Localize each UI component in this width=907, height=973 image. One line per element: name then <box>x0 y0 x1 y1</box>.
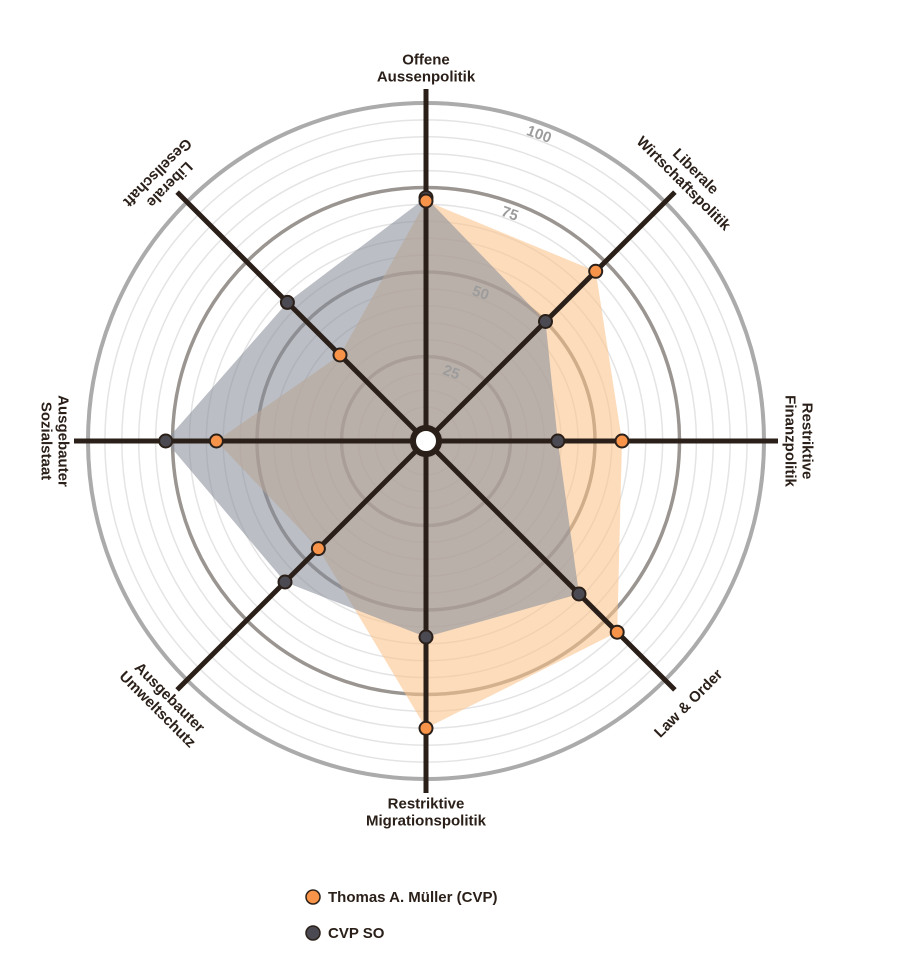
axis-line <box>175 190 428 443</box>
data-point-mueller <box>614 433 630 449</box>
data-point-cvp-so <box>158 433 174 449</box>
center-marker <box>410 425 442 457</box>
tick-label: 50 <box>470 282 491 304</box>
tick-label: 25 <box>441 362 462 384</box>
axis-line <box>175 439 428 692</box>
legend-marker <box>305 925 321 941</box>
data-point-mueller <box>418 720 434 736</box>
axis-line <box>424 439 677 692</box>
axis-label: Restriktive <box>799 403 816 480</box>
data-point-mueller <box>588 263 604 279</box>
data-point-mueller <box>418 193 434 209</box>
data-point-mueller <box>332 347 348 363</box>
data-point-cvp-so <box>538 314 553 329</box>
data-point-cvp-so <box>277 574 293 590</box>
data-point-mueller <box>208 433 224 449</box>
data-point-cvp-so <box>279 294 295 310</box>
data-point-mueller <box>609 624 625 640</box>
data-point-cvp-so <box>550 433 566 449</box>
axis-label: Restriktive <box>388 795 465 812</box>
axis-label: Migrationspolitik <box>366 812 487 829</box>
series-area-1 <box>165 197 579 637</box>
data-point-mueller <box>310 541 326 557</box>
axis-label: Finanzpolitik <box>782 395 799 487</box>
legend-marker <box>305 889 321 905</box>
data-point-cvp-so <box>571 586 587 602</box>
legend-label: CVP SO <box>328 925 385 942</box>
axis-label: Offene <box>402 51 450 68</box>
tick-label: 75 <box>499 203 520 225</box>
axis-label: Ausgebauter <box>55 395 72 487</box>
axis-label: Sozialstaat <box>38 402 55 480</box>
axis-label: Aussenpolitik <box>377 68 476 85</box>
legend-label: Thomas A. Müller (CVP) <box>328 889 497 906</box>
data-point-cvp-so <box>418 629 434 645</box>
